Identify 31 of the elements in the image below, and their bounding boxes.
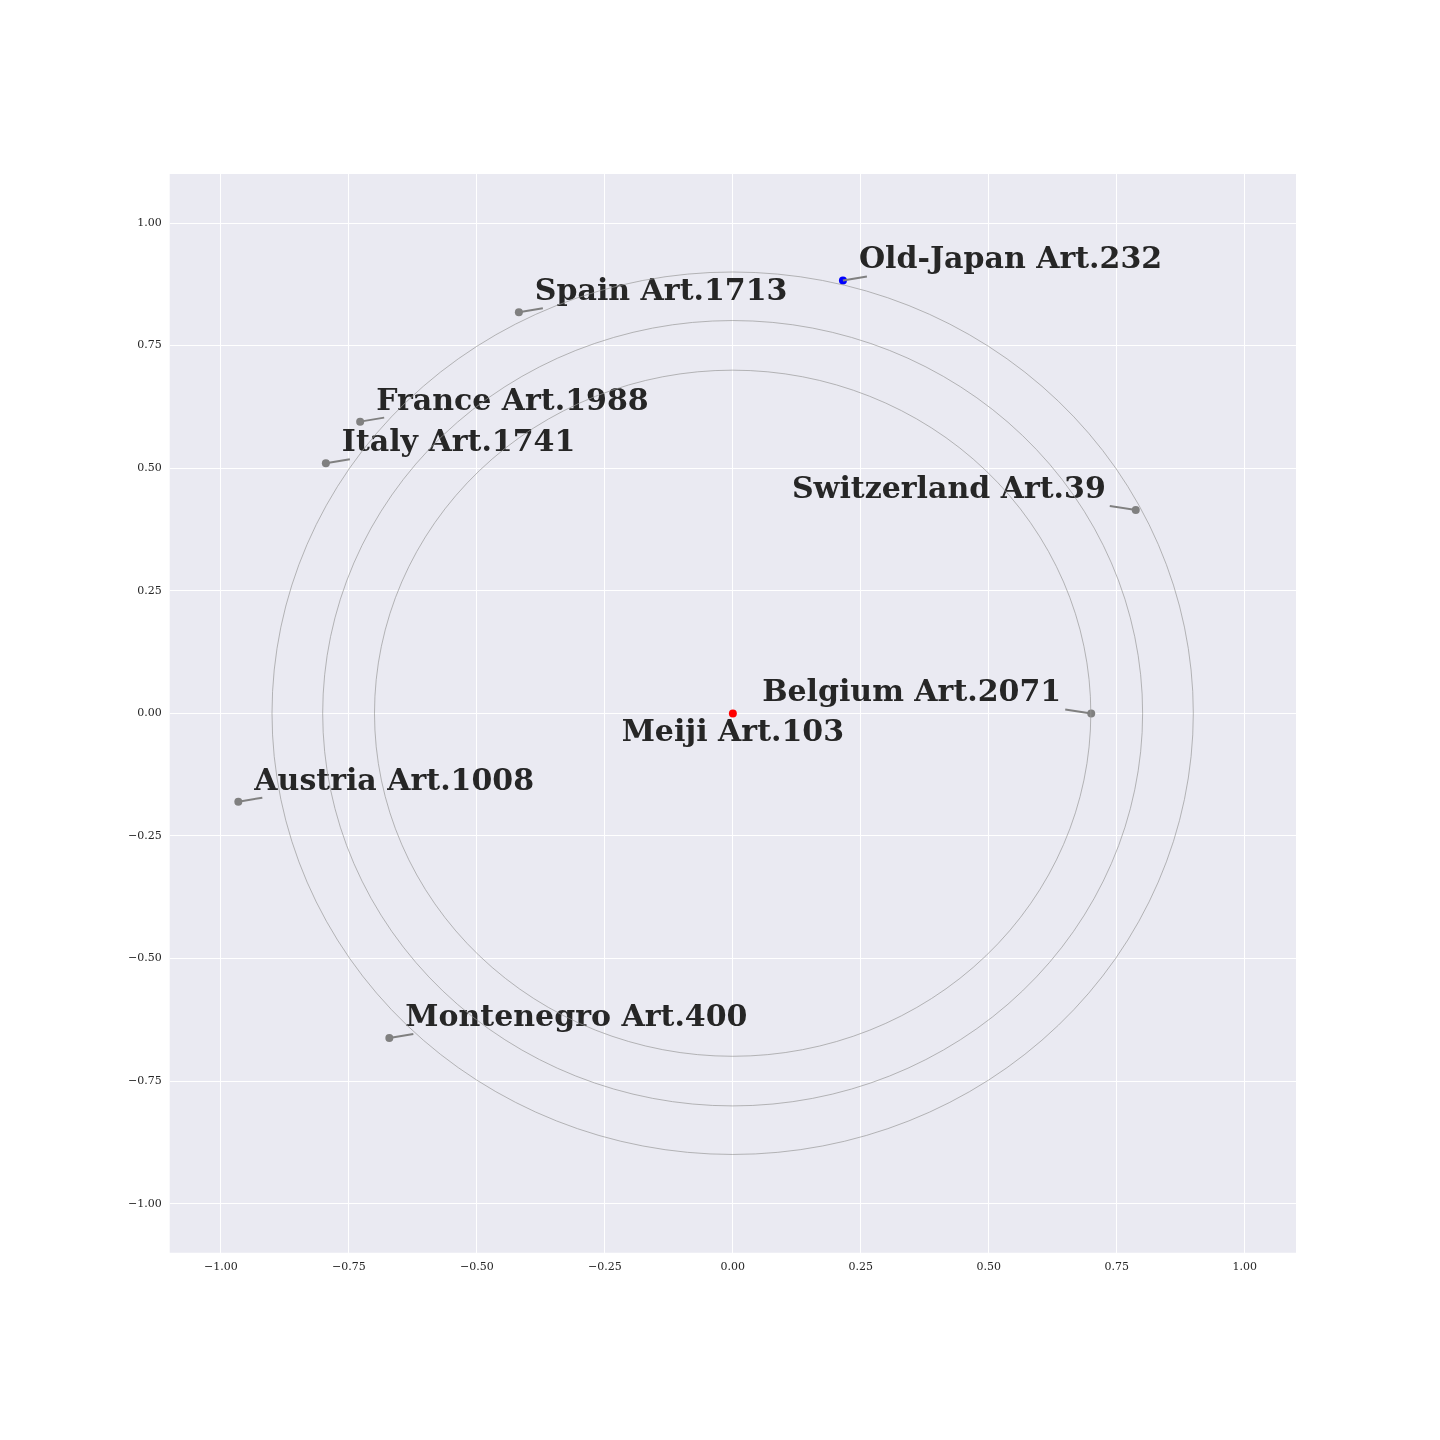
y-tick-label: −0.25 [127, 828, 162, 842]
y-tick-label: −1.00 [127, 1196, 162, 1210]
x-tick-label: −0.50 [460, 1260, 494, 1274]
point [1131, 505, 1140, 514]
x-tick-label: 1.00 [1232, 1260, 1258, 1274]
y-tick-label: −0.75 [127, 1074, 162, 1088]
annotation: Belgium Art.2071 [762, 673, 1062, 709]
y-tick-label: 0.75 [137, 338, 162, 352]
annotation: Meiji Art.103 [621, 713, 845, 749]
annotation: Italy Art.1741 [341, 423, 576, 459]
y-tick-label: 1.00 [137, 215, 162, 229]
x-tick-label: −1.00 [204, 1260, 238, 1274]
y-tick-label: −0.50 [127, 951, 162, 965]
x-tick-label: 0.00 [720, 1260, 746, 1274]
x-tick-label: 0.25 [848, 1260, 874, 1274]
x-tick-label: −0.75 [332, 1260, 366, 1274]
point [321, 459, 330, 468]
annotation: Switzerland Art.39 [791, 469, 1106, 505]
y-tick-label: 0.50 [137, 461, 162, 475]
y-tick-label: 0.00 [137, 706, 162, 720]
annotation: Spain Art.1713 [534, 272, 788, 308]
annotation: Montenegro Art.400 [405, 998, 748, 1034]
y-tick-label: 0.25 [137, 583, 162, 597]
annotation: Old-Japan Art.232 [858, 240, 1163, 276]
x-tick-label: −0.25 [588, 1260, 622, 1274]
annotation: Austria Art.1008 [253, 761, 535, 797]
x-tick-label: 0.50 [976, 1260, 1002, 1274]
point [356, 417, 365, 426]
x-tick-label: 0.75 [1104, 1260, 1130, 1274]
annotation: France Art.1988 [376, 381, 649, 417]
point [514, 308, 523, 317]
